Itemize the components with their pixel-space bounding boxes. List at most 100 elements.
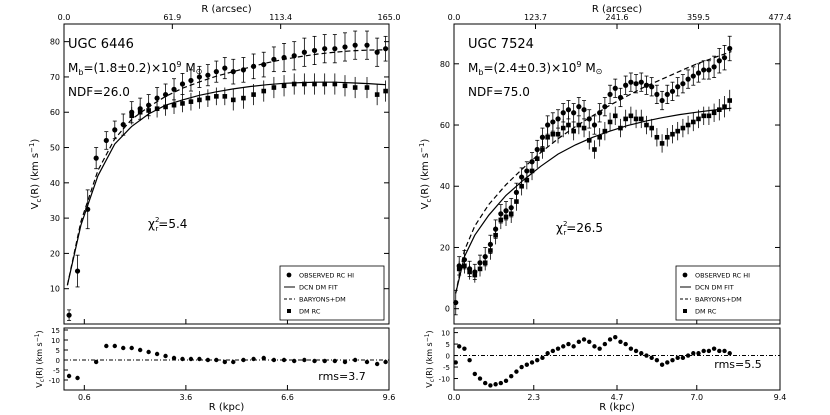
top-tick-label: 0.0 bbox=[448, 13, 461, 22]
residual-point bbox=[302, 357, 307, 363]
x-tick-label: 9.6 bbox=[383, 393, 396, 402]
residual-point bbox=[602, 341, 608, 347]
observed-point bbox=[374, 49, 380, 55]
residual-point bbox=[467, 357, 472, 363]
chi-squared-label: χ2 r=26.5 bbox=[556, 220, 603, 237]
legend-label: OBSERVED RC HI bbox=[695, 272, 750, 280]
dm-rc-point bbox=[623, 116, 628, 122]
dm-rc-point bbox=[628, 113, 634, 119]
dm-rc-point bbox=[222, 94, 228, 99]
residual-point bbox=[222, 359, 228, 365]
legend-label: BARYONS+DM bbox=[299, 296, 346, 304]
dm-rc-point bbox=[197, 97, 202, 103]
residual-point bbox=[644, 353, 649, 358]
dm-rc-point bbox=[214, 94, 219, 99]
observed-point bbox=[706, 67, 712, 73]
top-tick-label: 61.9 bbox=[163, 13, 181, 22]
legend: OBSERVED RC HI DCN DM FIT BARYONS+DM DM RC bbox=[675, 265, 781, 321]
observed-point bbox=[685, 76, 691, 82]
observed-point bbox=[154, 95, 160, 101]
residual-point bbox=[154, 351, 160, 357]
residual-point bbox=[555, 346, 561, 351]
y-tick-label: 60 bbox=[440, 121, 450, 130]
residual-point bbox=[561, 344, 566, 349]
dm-rc-point bbox=[352, 85, 358, 90]
observed-point bbox=[188, 77, 194, 84]
y-axis-label: Vc(R) (km s−1) bbox=[28, 139, 43, 210]
observed-point bbox=[695, 70, 702, 76]
top-tick-label: 0.0 bbox=[58, 13, 71, 22]
resid-y-tick-label: -10 bbox=[439, 376, 450, 384]
observed-point bbox=[513, 189, 520, 195]
dm-rc-point bbox=[383, 88, 388, 94]
dm-rc-point bbox=[180, 101, 185, 106]
observed-point bbox=[529, 159, 535, 165]
observed-point bbox=[311, 47, 318, 54]
observed-point bbox=[493, 226, 499, 232]
observed-point bbox=[503, 208, 509, 214]
observed-point bbox=[171, 86, 177, 92]
dcn-dm-fit-line bbox=[455, 107, 732, 294]
x-tick-label: 4.7 bbox=[611, 393, 624, 402]
observed-point bbox=[638, 79, 644, 85]
observed-point bbox=[467, 266, 473, 272]
y-tick-label: 10 bbox=[50, 285, 60, 294]
observed-point bbox=[659, 97, 665, 104]
dm-rc-point bbox=[560, 125, 566, 131]
observed-point bbox=[383, 46, 389, 52]
residual-point bbox=[509, 374, 514, 379]
top-tick-label: 113.4 bbox=[269, 13, 292, 22]
residual-point bbox=[524, 362, 530, 367]
residual-point bbox=[706, 348, 712, 354]
observed-point bbox=[633, 81, 639, 87]
observed-point bbox=[112, 127, 118, 133]
dm-rc-point bbox=[291, 81, 297, 87]
dm-rc-point bbox=[205, 95, 211, 101]
observed-point bbox=[727, 45, 733, 52]
legend-box bbox=[675, 265, 781, 321]
observed-point bbox=[716, 58, 722, 64]
observed-point bbox=[456, 263, 462, 269]
observed-point bbox=[137, 106, 143, 112]
observed-point bbox=[628, 79, 634, 85]
dm-rc-point bbox=[322, 81, 327, 87]
dm-rc-point bbox=[675, 128, 680, 134]
residual-point bbox=[188, 356, 194, 362]
dm-rc-point bbox=[690, 119, 696, 125]
top-axis-label: R (arcsec) bbox=[592, 4, 642, 15]
dm-rc-point bbox=[680, 125, 686, 131]
dm-rc-point bbox=[374, 92, 380, 97]
residual-point bbox=[665, 360, 670, 365]
dm-rc-point bbox=[633, 116, 639, 122]
dm-rc-point bbox=[261, 88, 267, 94]
residual-point bbox=[675, 355, 680, 361]
legend-marker-square bbox=[287, 309, 291, 313]
observed-point bbox=[571, 110, 577, 116]
observed-point bbox=[85, 206, 91, 212]
observed-point bbox=[680, 81, 686, 87]
dm-rc-point bbox=[592, 147, 597, 152]
y-tick-label: 20 bbox=[440, 243, 450, 252]
top-tick-label: 477.4 bbox=[769, 13, 792, 22]
residual-point bbox=[271, 357, 277, 363]
rms-label: rms=5.5 bbox=[714, 358, 762, 371]
residual-point bbox=[592, 344, 597, 349]
residual-point bbox=[493, 382, 498, 387]
observed-point bbox=[74, 268, 81, 274]
dm-rc-point bbox=[644, 122, 649, 128]
observed-point bbox=[586, 116, 592, 122]
y-tick-label: 20 bbox=[50, 249, 60, 258]
resid-y-tick-label: 0 bbox=[446, 353, 450, 361]
dm-rc-point bbox=[586, 138, 592, 143]
observed-point bbox=[550, 119, 556, 125]
y-tick-label: 70 bbox=[50, 73, 60, 82]
residual-point bbox=[701, 348, 706, 354]
observed-point bbox=[472, 269, 478, 275]
panel-0: 0.0 61.9 113.4 165.0 R (arcsec) 0.6 3.6 6.6 9.6 R… bbox=[28, 4, 400, 413]
top-tick-label: 359.5 bbox=[687, 13, 710, 22]
baryons-dm-line bbox=[455, 51, 732, 294]
residual-point bbox=[137, 347, 143, 353]
galaxy-name: UGC 6446 bbox=[68, 37, 134, 52]
residual-point bbox=[322, 358, 327, 364]
